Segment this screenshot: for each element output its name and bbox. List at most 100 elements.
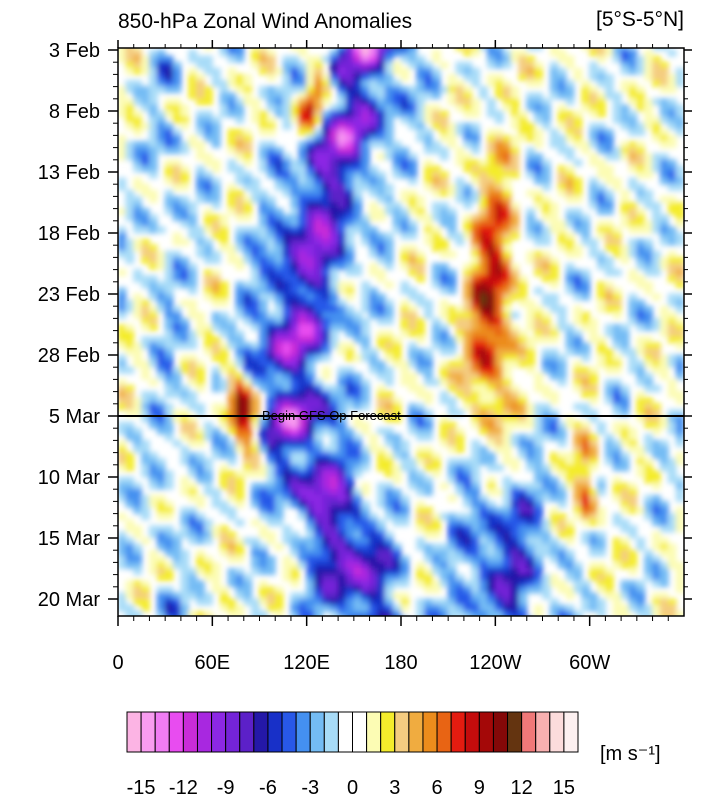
field-cell — [361, 177, 371, 185]
field-cell — [463, 134, 473, 142]
field-cell — [565, 342, 575, 350]
field-cell — [329, 433, 339, 441]
field-cell — [636, 458, 646, 466]
field-cell — [518, 122, 528, 130]
field-cell — [431, 49, 441, 57]
field-cell — [314, 177, 323, 185]
field-cell — [329, 446, 339, 454]
field-cell — [510, 287, 520, 295]
field-cell — [219, 500, 229, 508]
field-cell — [510, 525, 520, 533]
field-cell — [361, 452, 371, 460]
field-cell — [486, 555, 496, 563]
field-cell — [243, 378, 253, 386]
field-cell — [282, 122, 292, 130]
field-cell — [369, 543, 378, 551]
field-cell — [408, 378, 418, 386]
field-cell — [502, 488, 512, 496]
field-cell — [589, 378, 599, 386]
field-cell — [298, 177, 308, 185]
field-cell — [534, 494, 543, 502]
field-cell — [502, 250, 512, 258]
field-cell — [196, 238, 205, 246]
field-cell — [573, 128, 583, 136]
field-cell — [581, 421, 591, 429]
field-cell — [502, 555, 512, 563]
colorbar-swatch — [309, 711, 325, 753]
field-cell — [196, 311, 205, 319]
field-cell — [298, 49, 308, 57]
field-cell — [274, 86, 284, 94]
field-cell — [345, 263, 355, 271]
field-cell — [659, 317, 669, 325]
field-cell — [431, 555, 441, 563]
field-cell — [376, 250, 386, 258]
field-cell — [266, 568, 276, 576]
field-cell — [376, 360, 386, 368]
field-cell — [597, 202, 606, 210]
field-cell — [118, 427, 127, 435]
field-cell — [156, 128, 166, 136]
field-cell — [667, 159, 677, 167]
field-cell — [479, 543, 488, 551]
field-cell — [636, 98, 646, 106]
field-cell — [133, 48, 143, 51]
field-cell — [432, 617, 441, 624]
field-cell — [125, 421, 135, 429]
field-cell — [479, 48, 488, 51]
field-cell — [211, 446, 221, 454]
field-cell — [573, 561, 583, 569]
field-cell — [549, 226, 559, 234]
field-cell — [534, 372, 543, 380]
field-cell — [369, 311, 378, 319]
field-cell — [612, 598, 622, 606]
field-cell — [518, 488, 528, 496]
field-cell — [392, 141, 402, 149]
field-cell — [526, 519, 536, 527]
field-cell — [400, 452, 410, 460]
field-cell — [180, 299, 190, 307]
field-cell — [361, 531, 371, 539]
field-cell — [439, 86, 449, 94]
field-cell — [290, 439, 300, 447]
field-cell — [361, 48, 371, 51]
field-cell — [565, 525, 575, 533]
field-cell — [353, 555, 363, 563]
field-cell — [188, 568, 198, 576]
field-cell — [557, 73, 567, 81]
field-cell — [376, 574, 386, 582]
field-cell — [542, 171, 551, 179]
field-cell — [290, 165, 300, 173]
field-cell — [164, 561, 174, 569]
field-cell — [494, 232, 504, 240]
field-cell — [180, 104, 190, 112]
field-cell — [118, 238, 127, 246]
field-cell — [266, 409, 276, 417]
field-cell — [227, 598, 237, 606]
field-cell — [557, 226, 567, 234]
field-cell — [376, 330, 386, 338]
field-cell — [345, 604, 355, 612]
field-cell — [628, 366, 638, 374]
field-cell — [188, 269, 198, 277]
field-cell — [518, 592, 528, 600]
field-cell — [329, 263, 339, 271]
field-cell — [243, 281, 253, 289]
field-cell — [172, 275, 182, 283]
field-cell — [573, 513, 583, 521]
field-cell — [416, 67, 426, 75]
field-cell — [172, 214, 182, 222]
field-cell — [502, 86, 512, 94]
field-cell — [148, 342, 158, 350]
field-cell — [235, 397, 245, 405]
field-cell — [408, 61, 418, 69]
field-cell — [628, 208, 638, 216]
field-cell — [133, 525, 143, 533]
field-cell — [557, 494, 567, 502]
field-cell — [597, 574, 606, 582]
field-cell — [400, 372, 410, 380]
field-cell — [565, 592, 575, 600]
field-cell — [565, 86, 575, 94]
field-cell — [369, 604, 378, 612]
field-cell — [518, 67, 528, 75]
